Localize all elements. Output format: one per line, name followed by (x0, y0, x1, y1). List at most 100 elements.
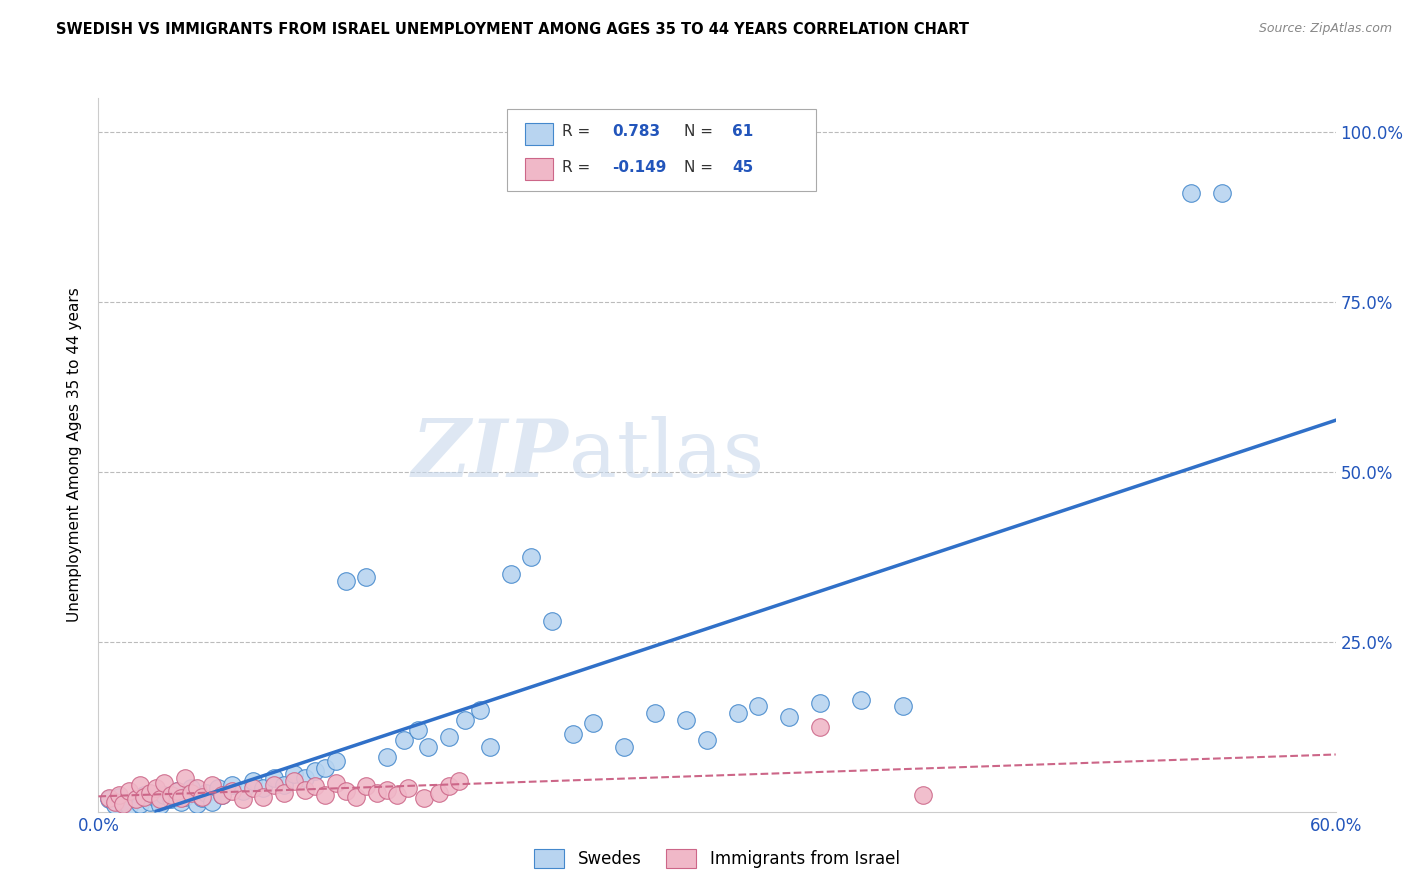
Point (427, 786, 450, 800)
Point (112, 797, 135, 811)
Point (294, 783, 316, 797)
Point (479, 740, 502, 755)
Point (132, 788, 155, 802)
Point (139, 786, 162, 800)
Point (696, 733, 718, 747)
Point (314, 788, 336, 802)
Point (437, 730, 460, 744)
Point (263, 771, 285, 785)
Point (211, 788, 233, 802)
Point (468, 703, 491, 717)
Point (108, 788, 131, 802)
Point (437, 779, 460, 793)
Point (112, 795, 135, 809)
Point (124, 792, 146, 806)
Point (273, 786, 295, 800)
Point (139, 795, 162, 809)
Point (413, 791, 436, 805)
Point (194, 786, 217, 800)
Point (325, 776, 347, 790)
Point (104, 797, 127, 812)
Point (108, 789, 131, 804)
Point (613, 740, 636, 755)
Point (159, 788, 181, 802)
Point (263, 778, 285, 792)
Point (1180, 186, 1202, 201)
Point (128, 778, 150, 792)
Point (124, 792, 146, 806)
Point (314, 760, 336, 774)
Point (851, 692, 873, 706)
Point (344, 789, 367, 804)
Text: N =: N = (683, 160, 717, 175)
Point (747, 699, 769, 714)
Point (242, 780, 264, 795)
Point (499, 566, 522, 581)
Point (174, 789, 197, 804)
Point (149, 792, 172, 806)
Point (387, 788, 409, 802)
Point (335, 574, 357, 588)
Legend: Swedes, Immigrants from Israel: Swedes, Immigrants from Israel (527, 842, 907, 875)
Point (221, 778, 243, 792)
Point (104, 795, 127, 809)
Point (201, 778, 224, 792)
Text: atlas: atlas (568, 416, 763, 494)
Point (190, 791, 212, 805)
Point (283, 767, 305, 781)
Point (118, 799, 141, 814)
Bar (526, 122, 553, 145)
Point (1211, 186, 1233, 201)
Point (186, 780, 208, 795)
Point (675, 713, 697, 727)
Point (170, 791, 193, 805)
Point (242, 774, 264, 789)
Point (454, 713, 477, 727)
Point (891, 699, 914, 714)
Point (561, 726, 583, 740)
Point (186, 797, 208, 811)
Point (252, 780, 274, 795)
Point (232, 784, 254, 798)
Point (128, 797, 150, 811)
Point (406, 723, 429, 738)
Point (166, 784, 188, 798)
Text: R =: R = (562, 124, 596, 139)
Point (356, 779, 378, 793)
Point (644, 706, 666, 721)
Point (145, 780, 167, 795)
Point (396, 780, 419, 795)
Point (366, 786, 388, 800)
Point (170, 795, 193, 809)
Point (118, 784, 141, 798)
Point (304, 779, 326, 793)
Point (325, 754, 347, 768)
Point (211, 788, 233, 802)
Text: 0.783: 0.783 (612, 124, 659, 139)
Point (294, 771, 316, 785)
Point (375, 750, 398, 764)
Point (166, 784, 188, 798)
Bar (526, 158, 553, 180)
Point (97, 791, 120, 805)
Text: 45: 45 (733, 160, 754, 175)
Text: ZIP: ZIP (412, 417, 568, 493)
Y-axis label: Unemployment Among Ages 35 to 44 years: Unemployment Among Ages 35 to 44 years (66, 287, 82, 623)
Point (335, 784, 357, 798)
FancyBboxPatch shape (506, 109, 815, 191)
Text: 61: 61 (733, 124, 754, 139)
Point (356, 570, 378, 584)
Point (132, 789, 155, 804)
Point (304, 764, 326, 778)
Point (727, 706, 749, 721)
Point (232, 792, 254, 806)
Text: N =: N = (683, 124, 717, 139)
Point (541, 615, 564, 629)
Point (912, 788, 935, 802)
Point (201, 795, 224, 809)
Point (207, 780, 229, 795)
Point (221, 784, 243, 798)
Text: R =: R = (562, 160, 596, 175)
Point (252, 789, 274, 804)
Point (273, 778, 295, 792)
